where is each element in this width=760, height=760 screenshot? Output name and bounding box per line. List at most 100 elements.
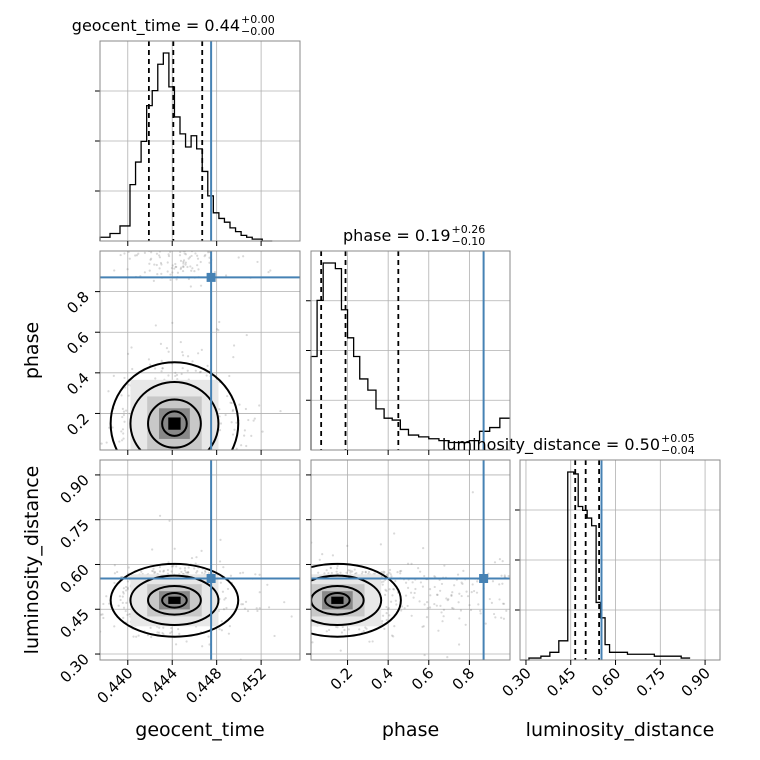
x-axis-label-geocent_time: geocent_time (135, 719, 264, 741)
scatter-point (204, 468, 206, 470)
scatter-point (157, 461, 159, 463)
scatter-point (329, 566, 333, 570)
scatter-point (105, 441, 108, 444)
scatter-point (403, 607, 406, 610)
scatter-point (472, 589, 476, 593)
scatter-point (258, 591, 261, 594)
scatter-point (436, 593, 439, 596)
y-tick-label: 0.2 (63, 410, 93, 440)
scatter-point (208, 256, 211, 259)
scatter-point (464, 623, 467, 626)
scatter-point (146, 453, 148, 455)
scatter-point (421, 585, 425, 588)
scatter-point (186, 265, 189, 269)
scatter-point (157, 450, 159, 452)
scatter-point (179, 465, 181, 467)
scatter-point (121, 407, 124, 411)
title-upper-error: +0.26 (452, 223, 486, 236)
scatter-point (169, 278, 172, 282)
scatter-point (186, 571, 189, 574)
scatter-point (196, 264, 199, 267)
scatter-point (194, 562, 197, 565)
scatter-point (327, 572, 330, 575)
scatter-point (281, 589, 283, 591)
scatter-point (182, 262, 185, 265)
scatter-point (303, 589, 305, 591)
scatter-point (239, 572, 242, 575)
scatter-point (283, 601, 286, 604)
x-tick-label: 0.2 (327, 664, 357, 694)
scatter-point (112, 374, 115, 377)
scatter-point (221, 590, 225, 593)
scatter-point (393, 532, 396, 535)
scatter-point (406, 562, 410, 565)
title-upper-error: +0.05 (661, 432, 695, 445)
scatter-point (207, 456, 209, 458)
scatter-point (242, 255, 245, 258)
scatter-point (148, 363, 152, 366)
scatter-point (162, 626, 165, 629)
scatter-point (109, 454, 111, 456)
scatter-point (175, 565, 178, 568)
scatter-point (394, 599, 397, 602)
scatter-point (134, 254, 137, 257)
scatter-point (167, 482, 169, 484)
scatter-point (388, 571, 391, 574)
scatter-point (410, 562, 413, 565)
scatter-point (254, 624, 256, 626)
scatter-point (213, 455, 215, 457)
scatter-point (307, 593, 309, 595)
scatter-point (219, 538, 222, 541)
scatter-point (419, 581, 423, 584)
scatter-point (318, 558, 321, 561)
scatter-point (121, 595, 124, 598)
scatter-point (150, 251, 153, 254)
scatter-point (122, 413, 126, 417)
scatter-point (490, 601, 493, 604)
scatter-point (311, 641, 314, 644)
scatter-point (304, 581, 306, 583)
scatter-point (188, 256, 192, 259)
scatter-point (235, 447, 238, 450)
scatter-point (381, 620, 384, 623)
histogram-phase (310, 262, 510, 450)
scatter-point (380, 575, 384, 578)
scatter-point (440, 582, 444, 586)
scatter-point (160, 263, 163, 266)
scatter-point (453, 584, 456, 587)
scatter-point (433, 585, 436, 589)
scatter-point (380, 570, 383, 574)
scatter-point (397, 666, 399, 668)
scatter-point (187, 571, 190, 574)
scatter-point (296, 575, 298, 577)
scatter-point (383, 627, 386, 630)
scatter-point (207, 571, 210, 575)
truth-marker (206, 574, 216, 584)
scatter-point (498, 583, 501, 586)
title-main: geocent_time = 0.44 (72, 16, 240, 36)
scatter-point (423, 603, 426, 606)
scatter-point (307, 592, 309, 594)
scatter-point (199, 370, 202, 373)
scatter-point (161, 631, 164, 635)
scatter-point (223, 598, 226, 601)
scatter-point (151, 456, 153, 458)
scatter-point (302, 593, 304, 595)
scatter-point (94, 586, 96, 588)
title-lower-error: −0.10 (452, 235, 486, 248)
scatter-point (132, 635, 135, 638)
scatter-point (428, 606, 432, 609)
histogram-luminosity_distance (520, 471, 691, 661)
scatter-point (174, 371, 177, 374)
title-lower-error: −0.00 (241, 25, 275, 38)
scatter-point (238, 403, 241, 406)
scatter-point (414, 587, 417, 591)
scatter-point (441, 620, 444, 623)
scatter-point (388, 588, 391, 591)
scatter-point (213, 270, 217, 274)
scatter-point (358, 628, 361, 631)
scatter-point (421, 625, 424, 628)
scatter-point (218, 483, 220, 485)
scatter-point (494, 616, 497, 619)
scatter-point (175, 265, 178, 269)
